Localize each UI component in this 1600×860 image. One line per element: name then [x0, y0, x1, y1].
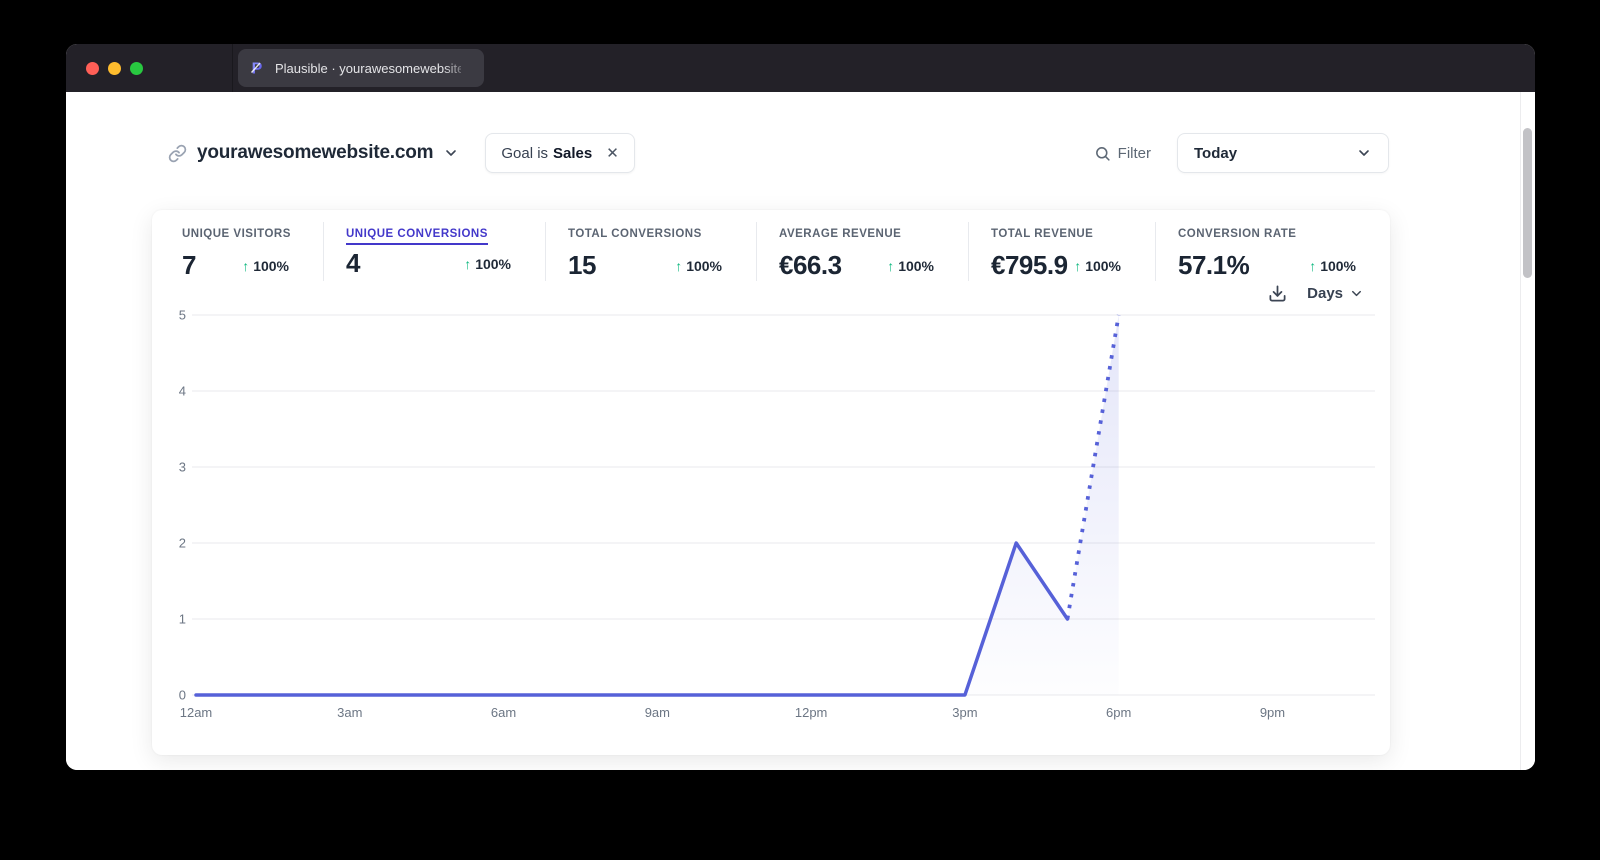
arrow-up-icon: ↑	[675, 257, 683, 274]
svg-text:P: P	[252, 61, 263, 78]
arrow-up-icon: ↑	[242, 257, 250, 274]
chart-toolbar: Days	[1268, 284, 1364, 303]
site-name: yourawesomewebsite.com	[197, 142, 434, 163]
date-range-value: Today	[1194, 144, 1238, 162]
traffic-lights	[66, 61, 143, 75]
x-axis-label: 6am	[491, 705, 516, 720]
stat-change-percent: 100%	[1320, 257, 1356, 274]
stat-value: 7	[182, 250, 196, 280]
stat-item-average-revenue[interactable]: AVERAGE REVENUE €66.3 ↑ 100%	[756, 222, 968, 281]
stat-value: 4	[346, 248, 360, 278]
chevron-down-icon	[446, 150, 457, 156]
interval-value: Days	[1307, 285, 1343, 302]
stat-change: ↑ 100%	[464, 256, 511, 272]
stat-value: €795.9	[991, 250, 1068, 280]
stat-label: TOTAL REVENUE	[991, 228, 1094, 240]
plausible-favicon: P	[250, 61, 263, 78]
analytics-card: UNIQUE VISITORS 7 ↑ 100% UNIQUE CONVERSI…	[152, 210, 1390, 755]
stat-item-total-conversions[interactable]: TOTAL CONVERSIONS 15 ↑ 100%	[545, 222, 756, 281]
stat-item-total-revenue[interactable]: TOTAL REVENUE €795.9 ↑ 100%	[968, 222, 1155, 281]
window-zoom-button[interactable]	[130, 61, 143, 75]
x-axis-label: 12am	[180, 705, 213, 720]
dashboard-header: yourawesomewebsite.com Goal is Sales ✕ F…	[168, 133, 1389, 173]
stat-item-unique-conversions[interactable]: UNIQUE CONVERSIONS 4 ↑ 100%	[323, 222, 545, 281]
remove-filter-icon[interactable]: ✕	[606, 145, 619, 162]
export-button[interactable]	[1268, 284, 1287, 303]
stat-item-conversion-rate[interactable]: CONVERSION RATE 57.1% ↑ 100%	[1155, 222, 1390, 281]
x-axis-label: 9am	[645, 705, 670, 720]
filter-button[interactable]: Filter	[1094, 145, 1151, 162]
window-close-button[interactable]	[86, 61, 99, 75]
chart-area-fill	[196, 315, 1119, 695]
chevron-down-icon	[1352, 290, 1361, 297]
interval-selector[interactable]: Days	[1307, 285, 1364, 302]
x-axis-label: 3pm	[952, 705, 977, 720]
arrow-up-icon: ↑	[464, 255, 472, 272]
stat-change-percent: 100%	[475, 255, 511, 272]
browser-titlebar: P Plausible · yourawesomewebsite	[66, 44, 1535, 92]
stat-change: ↑ 100%	[887, 258, 934, 274]
arrow-up-icon: ↑	[887, 257, 895, 274]
chart-line-dashed	[1065, 314, 1121, 620]
x-axis-label: 9pm	[1260, 705, 1285, 720]
download-icon	[1269, 285, 1286, 302]
stat-label: UNIQUE CONVERSIONS	[346, 228, 488, 245]
y-axis-label: 1	[179, 612, 186, 627]
stat-change: ↑ 100%	[242, 258, 289, 274]
chevron-down-icon	[1359, 150, 1369, 156]
stat-value: 15	[568, 250, 596, 280]
goal-filter-chip[interactable]: Goal is Sales ✕	[485, 133, 635, 173]
y-axis-label: 3	[179, 460, 186, 475]
link-icon	[168, 144, 187, 162]
scrollbar-track[interactable]	[1520, 92, 1535, 770]
stat-change-percent: 100%	[253, 257, 289, 274]
stat-change: ↑ 100%	[675, 258, 722, 274]
filter-button-label: Filter	[1117, 144, 1151, 162]
window-minimize-button[interactable]	[108, 61, 121, 75]
scrollbar-thumb[interactable]	[1523, 128, 1532, 278]
y-axis-label: 0	[179, 688, 186, 703]
x-axis-label: 12pm	[795, 705, 828, 720]
site-switcher[interactable]: yourawesomewebsite.com	[168, 142, 459, 164]
tab-title: Plausible · yourawesomewebsite	[275, 60, 461, 76]
page-content: yourawesomewebsite.com Goal is Sales ✕ F…	[66, 92, 1535, 770]
stat-label: UNIQUE VISITORS	[182, 228, 291, 240]
chart-line-solid	[194, 541, 1070, 697]
y-axis-label: 4	[179, 384, 186, 399]
search-icon	[1095, 146, 1110, 161]
browser-tab[interactable]: P Plausible · yourawesomewebsite	[232, 44, 484, 92]
stat-value: 57.1%	[1178, 250, 1250, 280]
stats-row: UNIQUE VISITORS 7 ↑ 100% UNIQUE CONVERSI…	[152, 210, 1390, 281]
stat-value: €66.3	[779, 250, 842, 280]
arrow-up-icon: ↑	[1309, 257, 1317, 274]
conversions-chart[interactable]: 0 1 2 3 4 5 12am 3am 6am 9am 12pm 3pm 6pm 9pm	[152, 305, 1390, 735]
stat-label: TOTAL CONVERSIONS	[568, 228, 702, 240]
stat-change: ↑ 100%	[1074, 258, 1121, 274]
stat-label: CONVERSION RATE	[1178, 228, 1297, 240]
goal-filter-text: Goal is	[501, 144, 549, 162]
stat-change: ↑ 100%	[1309, 258, 1356, 274]
stat-item-unique-visitors[interactable]: UNIQUE VISITORS 7 ↑ 100%	[152, 222, 323, 281]
x-axis-label: 6pm	[1106, 705, 1131, 720]
goal-filter-value: Sales	[553, 144, 593, 162]
y-axis-label: 2	[179, 536, 186, 551]
date-range-picker[interactable]: Today	[1177, 133, 1389, 173]
tab-title-fade	[443, 53, 475, 83]
arrow-up-icon: ↑	[1074, 257, 1082, 274]
y-axis-label: 5	[179, 308, 186, 323]
browser-window: P Plausible · yourawesomewebsite yourawe…	[66, 44, 1535, 770]
stat-change-percent: 100%	[686, 257, 722, 274]
stat-label: AVERAGE REVENUE	[779, 228, 902, 240]
stat-change-percent: 100%	[898, 257, 934, 274]
stat-change-percent: 100%	[1085, 257, 1121, 274]
x-axis-label: 3am	[337, 705, 362, 720]
